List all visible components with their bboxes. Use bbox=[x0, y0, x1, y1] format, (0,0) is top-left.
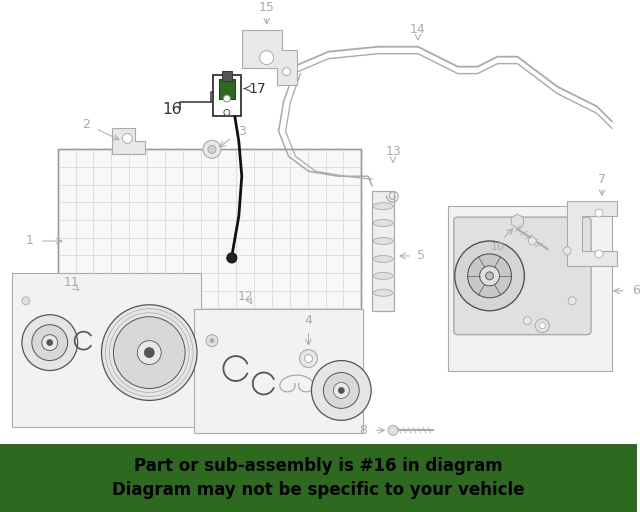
Polygon shape bbox=[567, 201, 617, 266]
Bar bbox=[58, 150, 361, 344]
Circle shape bbox=[102, 305, 197, 400]
Polygon shape bbox=[113, 129, 145, 154]
Ellipse shape bbox=[373, 203, 393, 209]
Circle shape bbox=[47, 339, 52, 346]
Bar bbox=[213, 75, 241, 116]
Circle shape bbox=[563, 247, 571, 255]
Circle shape bbox=[32, 325, 68, 360]
Circle shape bbox=[540, 447, 549, 457]
Circle shape bbox=[210, 338, 214, 343]
Circle shape bbox=[595, 209, 603, 217]
Circle shape bbox=[203, 140, 221, 158]
Bar bbox=[219, 79, 235, 98]
Bar bbox=[222, 71, 232, 80]
Circle shape bbox=[138, 340, 161, 365]
Ellipse shape bbox=[373, 220, 393, 226]
Ellipse shape bbox=[373, 255, 393, 263]
Text: 10: 10 bbox=[490, 242, 504, 252]
Circle shape bbox=[300, 350, 317, 368]
Circle shape bbox=[144, 348, 154, 357]
Text: Part or sub-assembly is #16 in diagram: Part or sub-assembly is #16 in diagram bbox=[134, 457, 503, 475]
Text: 2: 2 bbox=[82, 118, 90, 131]
Text: 12: 12 bbox=[238, 290, 253, 303]
Bar bbox=[372, 191, 394, 311]
Circle shape bbox=[260, 51, 274, 65]
Bar bbox=[448, 206, 612, 371]
Circle shape bbox=[208, 145, 216, 153]
Text: 13: 13 bbox=[385, 145, 401, 158]
Text: 3: 3 bbox=[238, 125, 246, 138]
Text: 15: 15 bbox=[259, 2, 275, 14]
Circle shape bbox=[122, 134, 132, 143]
Circle shape bbox=[206, 335, 218, 347]
Ellipse shape bbox=[373, 289, 393, 296]
Circle shape bbox=[388, 425, 398, 435]
Text: 9: 9 bbox=[566, 446, 574, 459]
Text: 4: 4 bbox=[305, 314, 312, 327]
Circle shape bbox=[223, 95, 230, 102]
Circle shape bbox=[42, 335, 58, 351]
Circle shape bbox=[283, 68, 291, 76]
Circle shape bbox=[22, 297, 30, 305]
Circle shape bbox=[540, 323, 545, 329]
Circle shape bbox=[113, 317, 185, 389]
Circle shape bbox=[22, 315, 77, 371]
Text: 14: 14 bbox=[410, 23, 426, 36]
Ellipse shape bbox=[373, 272, 393, 280]
Bar bbox=[12, 273, 201, 428]
Circle shape bbox=[468, 254, 511, 298]
Circle shape bbox=[333, 382, 349, 398]
Circle shape bbox=[323, 373, 359, 409]
Text: 7: 7 bbox=[598, 173, 606, 186]
Bar bbox=[0, 444, 637, 512]
Text: 1: 1 bbox=[26, 234, 34, 247]
Circle shape bbox=[455, 241, 524, 311]
Circle shape bbox=[524, 317, 531, 325]
Circle shape bbox=[595, 250, 603, 258]
Circle shape bbox=[312, 360, 371, 420]
FancyBboxPatch shape bbox=[454, 217, 591, 335]
Text: 16: 16 bbox=[162, 102, 182, 117]
Circle shape bbox=[529, 237, 536, 245]
Text: Diagram may not be specific to your vehicle: Diagram may not be specific to your vehi… bbox=[112, 481, 525, 499]
Circle shape bbox=[535, 318, 549, 333]
Polygon shape bbox=[242, 30, 296, 84]
Circle shape bbox=[486, 272, 493, 280]
Text: 17: 17 bbox=[249, 81, 266, 96]
Text: 11: 11 bbox=[64, 276, 79, 289]
Text: 5: 5 bbox=[417, 249, 425, 263]
Circle shape bbox=[479, 266, 499, 286]
Bar bbox=[194, 309, 363, 433]
Text: 8: 8 bbox=[359, 424, 367, 437]
Circle shape bbox=[227, 253, 237, 263]
Circle shape bbox=[224, 110, 230, 116]
Text: 6: 6 bbox=[632, 284, 640, 297]
Ellipse shape bbox=[373, 238, 393, 245]
Circle shape bbox=[305, 355, 312, 362]
Circle shape bbox=[568, 297, 576, 305]
Circle shape bbox=[339, 388, 344, 393]
